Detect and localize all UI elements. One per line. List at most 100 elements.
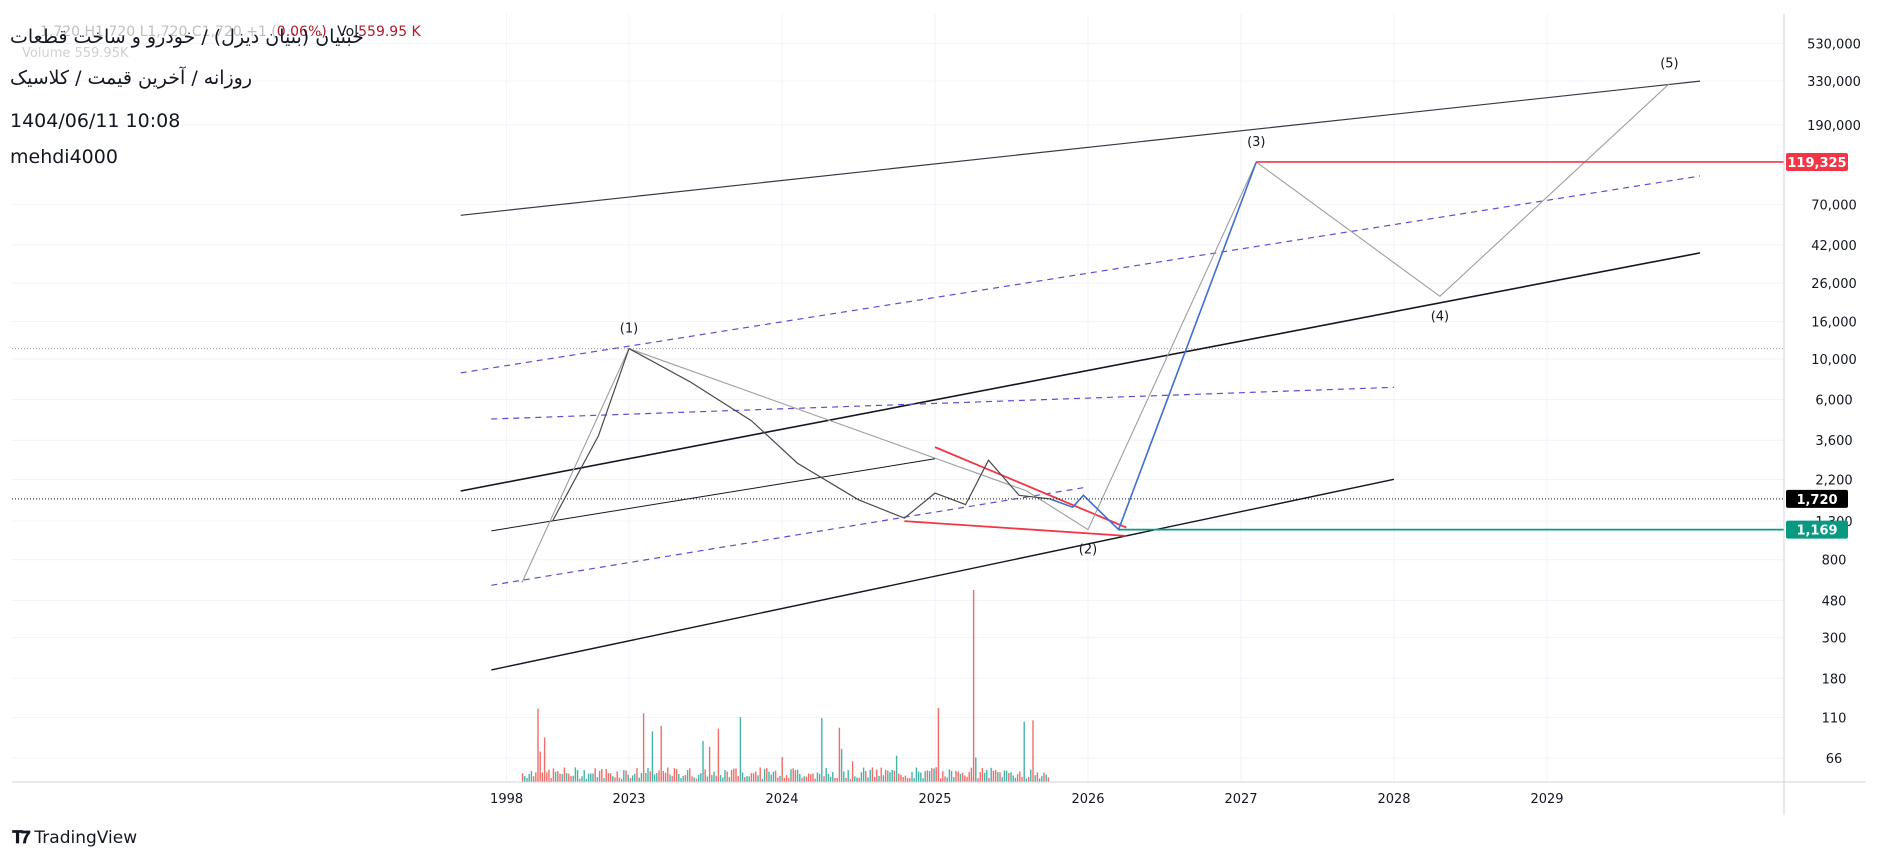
x-axis-ticks: 1998 2023 2024 2025 2026 2027 2028 2029 — [490, 792, 1563, 807]
volume-bar — [715, 775, 717, 782]
volume-bars — [521, 590, 1050, 782]
volume-bar — [1016, 774, 1019, 782]
volume-bar — [1038, 778, 1041, 782]
y-tick-label: 800 — [1822, 554, 1847, 569]
volume-bar — [647, 768, 649, 782]
y-tick-label: 10,000 — [1811, 353, 1857, 368]
y-tick-label: 180 — [1822, 672, 1847, 687]
volume-bar — [928, 771, 931, 782]
volume-bar — [594, 768, 596, 782]
author-name: mehdi4000 — [10, 146, 118, 168]
dashed-lower-line — [491, 486, 1089, 586]
volume-bar — [554, 771, 557, 782]
series-price_history — [551, 347, 1050, 522]
volume-bar — [717, 728, 720, 782]
volume-bar — [779, 775, 781, 782]
volume-value: 559.95 K — [358, 24, 421, 40]
volume-bar — [583, 770, 585, 782]
volume-bar — [946, 777, 948, 782]
volume-bar — [640, 773, 643, 782]
volume-bar — [706, 776, 709, 782]
volume-bar — [695, 778, 698, 782]
volume-bar — [653, 774, 656, 782]
volume-bar — [933, 768, 935, 782]
volume-bar — [858, 777, 860, 782]
volume-bar — [658, 770, 660, 782]
x-tick-label: 2029 — [1530, 792, 1563, 807]
volume-bar — [702, 740, 704, 782]
price-marker-badge — [1786, 489, 1848, 508]
volume-bar — [814, 778, 816, 782]
volume-bar — [664, 772, 667, 782]
volume-bar — [735, 768, 737, 782]
volume-bar — [636, 768, 638, 782]
volume-bar — [682, 775, 684, 782]
volume-bar — [757, 775, 759, 782]
volume-bar — [568, 773, 570, 782]
price-markers: 119,325 1,720 1,169 — [1786, 152, 1848, 539]
volume-bar — [521, 773, 524, 782]
volume-bar — [744, 777, 746, 782]
volume-bar — [792, 768, 794, 782]
series-layer — [521, 83, 1670, 583]
volume-bar — [618, 777, 621, 782]
volume-bar — [1036, 772, 1039, 782]
volume-bar — [669, 774, 671, 782]
trend-channels — [460, 80, 1701, 671]
volume-bar — [904, 775, 907, 782]
volume-bar — [750, 773, 753, 782]
volume-bar — [766, 768, 768, 782]
volume-bar — [667, 767, 669, 782]
volume-bar — [805, 776, 808, 782]
tradingview-logo[interactable]: 𝐓𝟕 TradingView — [12, 828, 137, 848]
volume-bar — [999, 772, 1001, 782]
volume-bar — [649, 771, 651, 782]
wedge-top-line — [934, 446, 1127, 529]
y-tick-label: 66 — [1826, 752, 1843, 767]
volume-bar — [1032, 720, 1034, 782]
volume-bar — [992, 770, 995, 782]
volume-bar — [1012, 775, 1014, 782]
volume-bar — [983, 772, 986, 782]
y-tick-label: 70,000 — [1811, 198, 1857, 213]
volume-bar — [867, 777, 869, 782]
volume-bar — [730, 769, 733, 782]
volume-bar — [862, 767, 865, 782]
volume-bar — [964, 775, 966, 782]
volume-bar — [827, 774, 830, 782]
volume-bar — [607, 773, 610, 782]
volume-bar — [922, 778, 924, 782]
volume-bar — [854, 776, 856, 782]
volume-bar — [704, 769, 706, 782]
volume-bar — [1041, 776, 1043, 782]
volume-bar — [840, 748, 843, 782]
volume-bar — [574, 767, 577, 782]
volume-bar — [671, 776, 673, 782]
volume-bar — [530, 771, 533, 782]
volume-bar — [576, 770, 579, 782]
volume-bar — [752, 773, 755, 782]
chart-datetime: 1404/06/11 10:08 — [10, 110, 181, 132]
volume-bar — [552, 768, 555, 782]
y-tick-label: 300 — [1822, 632, 1847, 647]
volume-bar — [950, 770, 953, 782]
y-tick-label: 16,000 — [1811, 316, 1857, 331]
volume-bar — [541, 772, 544, 782]
volume-bar — [876, 769, 878, 782]
volume-bar — [957, 771, 959, 782]
volume-bar — [559, 773, 561, 782]
volume-bar — [887, 770, 889, 782]
wave-label: (2) — [1079, 543, 1097, 558]
x-tick-label: 1998 — [490, 792, 523, 807]
y-tick-label: 530,000 — [1807, 37, 1861, 52]
volume-bar — [961, 772, 964, 782]
y-tick-label: 3,600 — [1815, 434, 1852, 449]
volume-bar — [592, 773, 594, 782]
volume-bar — [528, 774, 530, 782]
x-tick-label: 2026 — [1071, 792, 1104, 807]
volume-bar — [1027, 776, 1030, 782]
volume-bar — [642, 713, 645, 782]
volume-bar — [893, 770, 896, 782]
volume-bar — [625, 770, 627, 782]
